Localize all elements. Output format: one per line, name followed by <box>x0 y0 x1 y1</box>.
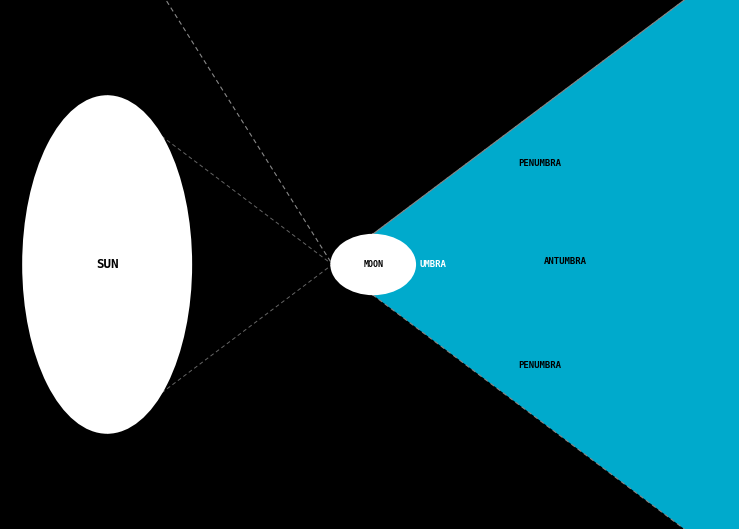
Text: SUN: SUN <box>96 258 118 271</box>
Polygon shape <box>373 0 739 529</box>
Polygon shape <box>333 234 373 295</box>
Text: ANTUMBRA: ANTUMBRA <box>544 257 587 267</box>
Text: PENUMBRA: PENUMBRA <box>518 360 561 370</box>
Polygon shape <box>333 0 739 529</box>
Text: MOON: MOON <box>363 260 384 269</box>
Ellipse shape <box>22 95 192 434</box>
Text: PENUMBRA: PENUMBRA <box>518 159 561 169</box>
Text: UMBRA: UMBRA <box>420 260 446 269</box>
Circle shape <box>330 234 416 295</box>
